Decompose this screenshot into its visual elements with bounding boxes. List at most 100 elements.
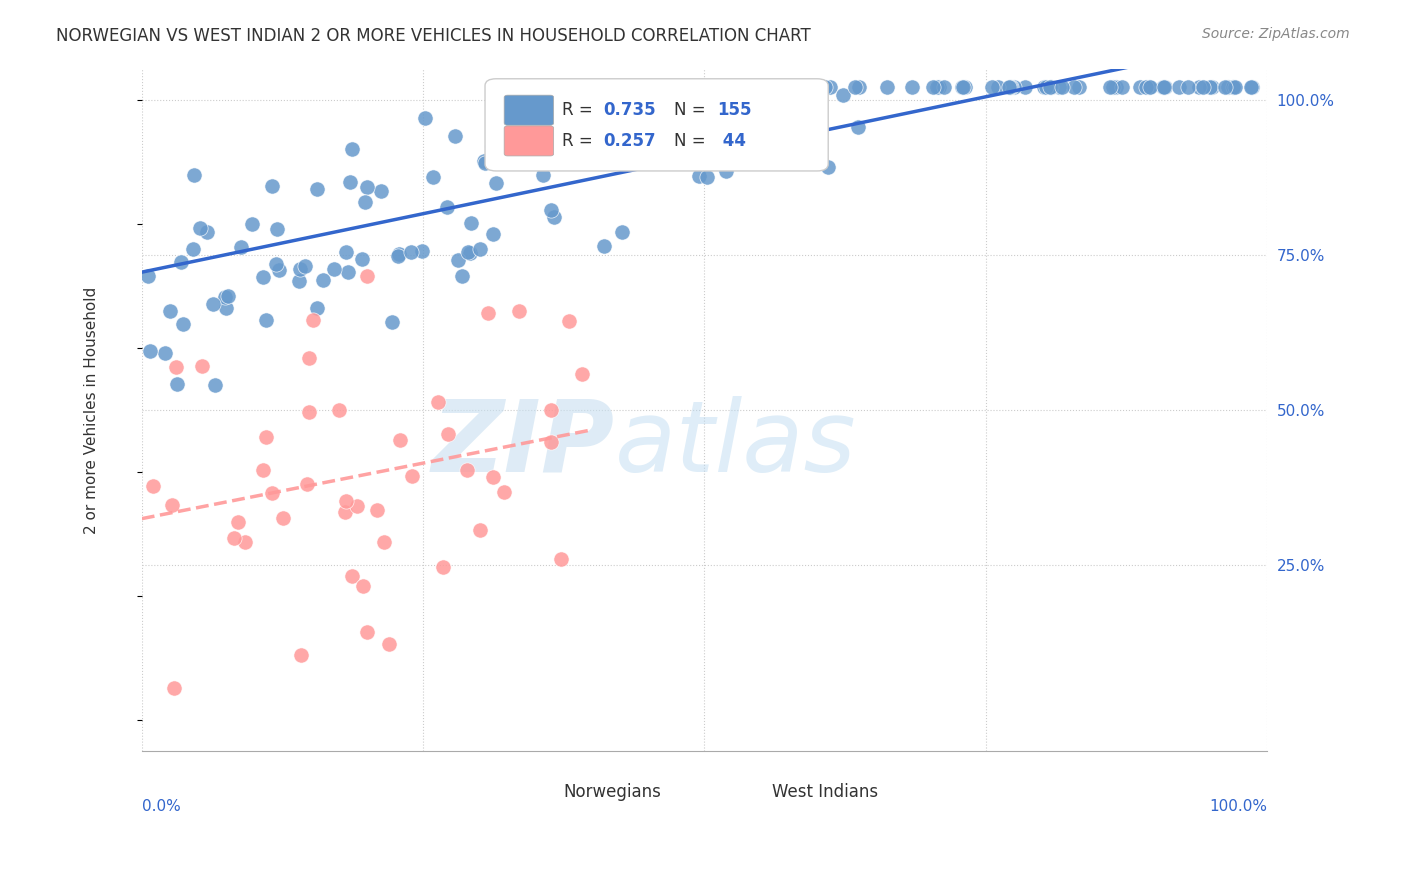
- Point: [696, 170, 718, 185]
- Point: [266, 257, 288, 271]
- Point: [413, 111, 436, 125]
- FancyBboxPatch shape: [485, 78, 828, 171]
- Text: N =: N =: [673, 132, 711, 150]
- Point: [254, 312, 277, 326]
- Point: [159, 304, 181, 318]
- Point: [1033, 80, 1056, 95]
- Point: [240, 217, 263, 231]
- Point: [745, 80, 768, 95]
- Point: [981, 80, 1004, 95]
- Point: [804, 80, 827, 95]
- Point: [460, 216, 482, 230]
- Point: [214, 290, 236, 304]
- Point: [1188, 80, 1211, 95]
- Point: [738, 80, 761, 95]
- Point: [142, 479, 165, 493]
- Point: [1000, 80, 1022, 95]
- Point: [1067, 80, 1090, 95]
- Point: [222, 531, 245, 545]
- Point: [153, 346, 176, 360]
- Point: [352, 578, 374, 592]
- Point: [803, 130, 825, 145]
- Point: [1052, 80, 1074, 95]
- Point: [741, 80, 763, 95]
- Point: [472, 154, 495, 169]
- Point: [335, 494, 357, 508]
- Point: [269, 263, 291, 277]
- Point: [617, 102, 640, 116]
- Point: [474, 155, 496, 169]
- Point: [797, 80, 820, 95]
- Point: [388, 246, 411, 260]
- Point: [312, 273, 335, 287]
- Point: [817, 160, 839, 174]
- Point: [1225, 80, 1247, 95]
- Text: R =: R =: [561, 101, 598, 120]
- Point: [337, 265, 360, 279]
- Point: [1047, 80, 1070, 95]
- Point: [456, 462, 478, 476]
- Point: [703, 143, 725, 157]
- Point: [356, 624, 378, 639]
- Point: [266, 222, 288, 236]
- Point: [1040, 80, 1063, 95]
- Point: [644, 140, 666, 154]
- Point: [1218, 80, 1240, 95]
- Point: [260, 486, 283, 500]
- Point: [482, 469, 505, 483]
- Point: [447, 252, 470, 267]
- Point: [481, 138, 503, 153]
- Point: [1099, 80, 1122, 95]
- Point: [543, 210, 565, 224]
- Point: [987, 80, 1010, 95]
- Point: [1198, 80, 1220, 95]
- Point: [550, 552, 572, 566]
- Point: [262, 179, 284, 194]
- Point: [921, 80, 943, 95]
- Point: [235, 534, 257, 549]
- FancyBboxPatch shape: [505, 95, 554, 125]
- Point: [254, 430, 277, 444]
- Point: [820, 80, 842, 95]
- Point: [844, 80, 866, 95]
- Point: [814, 80, 837, 95]
- Point: [1222, 80, 1244, 95]
- Point: [1213, 80, 1236, 95]
- Point: [495, 90, 517, 104]
- Point: [298, 351, 321, 365]
- Point: [356, 180, 378, 194]
- Point: [302, 312, 325, 326]
- Point: [1201, 80, 1223, 95]
- Point: [426, 394, 449, 409]
- Point: [401, 468, 423, 483]
- Point: [294, 259, 316, 273]
- Point: [195, 225, 218, 239]
- Point: [600, 120, 623, 135]
- Point: [934, 80, 956, 95]
- Point: [807, 103, 830, 117]
- Point: [297, 405, 319, 419]
- Point: [571, 367, 593, 381]
- Point: [876, 80, 898, 95]
- Point: [468, 524, 491, 538]
- Point: [718, 80, 741, 95]
- Point: [436, 427, 458, 442]
- Point: [553, 115, 575, 129]
- Point: [1168, 80, 1191, 95]
- Text: NORWEGIAN VS WEST INDIAN 2 OR MORE VEHICLES IN HOUSEHOLD CORRELATION CHART: NORWEGIAN VS WEST INDIAN 2 OR MORE VEHIC…: [56, 27, 811, 45]
- Text: 0.0%: 0.0%: [142, 799, 180, 814]
- Point: [470, 242, 492, 256]
- Point: [172, 318, 194, 332]
- Point: [166, 377, 188, 392]
- Text: R =: R =: [561, 132, 598, 150]
- Point: [1191, 80, 1213, 95]
- Point: [1153, 80, 1175, 95]
- Point: [335, 504, 357, 518]
- Point: [900, 80, 922, 95]
- Point: [373, 534, 395, 549]
- Point: [481, 227, 503, 242]
- Point: [457, 245, 479, 260]
- Point: [138, 343, 160, 358]
- Point: [354, 195, 377, 210]
- Point: [1111, 80, 1133, 95]
